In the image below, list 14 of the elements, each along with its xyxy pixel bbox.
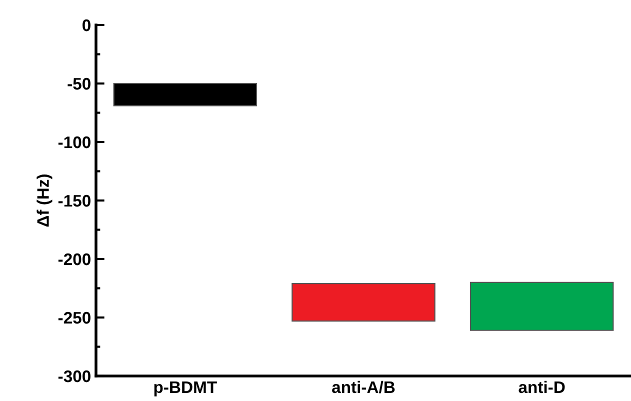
- y-tick-label: -100: [58, 136, 90, 148]
- bar: [113, 82, 258, 106]
- y-axis-title: Δf (Hz): [36, 174, 52, 227]
- bar: [292, 283, 436, 322]
- bar: [470, 282, 614, 331]
- y-tick-label: -250: [58, 312, 90, 324]
- x-tick-label: anti-A/B: [332, 380, 395, 394]
- y-tick-label: -300: [58, 370, 90, 382]
- y-tick-label: -150: [58, 194, 90, 207]
- x-tick-label: anti-D: [518, 380, 565, 394]
- y-tick-label: -50: [68, 78, 90, 90]
- x-tick-label: p-BDMT: [154, 381, 217, 396]
- y-tick-label: 0: [82, 19, 90, 32]
- y-tick-label: -200: [58, 253, 90, 266]
